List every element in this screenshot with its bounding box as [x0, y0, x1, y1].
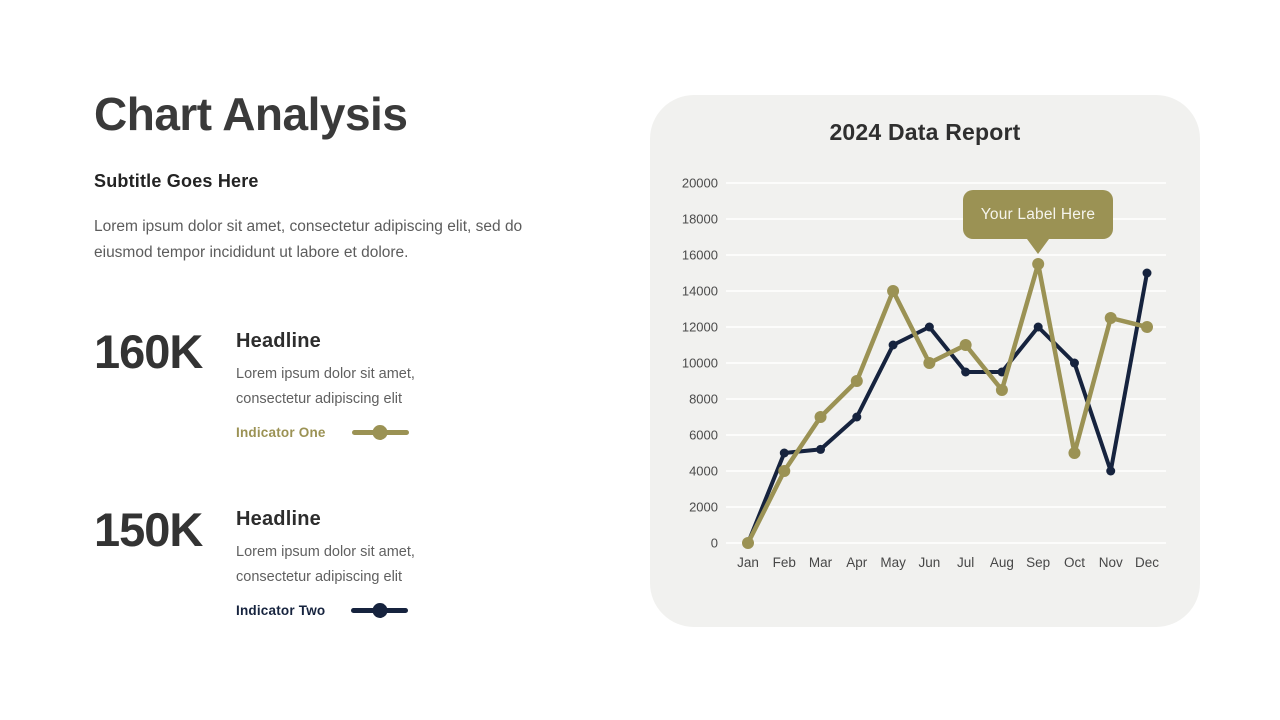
y-tick-label: 14000	[682, 284, 718, 299]
stat-block-one: 160K Headline Lorem ipsum dolor sit amet…	[94, 320, 441, 440]
x-tick-label: Mar	[809, 555, 833, 570]
chart-label-tooltip: Your Label Here	[963, 190, 1113, 254]
data-point	[850, 375, 863, 387]
y-tick-label: 20000	[682, 176, 718, 191]
data-point	[1141, 321, 1153, 333]
y-tick-label: 12000	[682, 320, 718, 335]
data-point	[888, 340, 898, 350]
data-point	[961, 367, 971, 377]
stat-value: 160K	[94, 325, 203, 378]
y-tick-label: 10000	[682, 356, 718, 371]
y-tick-label: 8000	[689, 392, 718, 407]
data-point	[1032, 258, 1045, 270]
x-tick-label: Jun	[918, 555, 940, 570]
data-point	[1033, 322, 1043, 332]
indicator-one-label: Indicator One	[236, 424, 326, 440]
indicator-one-slider-knob[interactable]	[372, 424, 388, 440]
data-point	[816, 444, 826, 454]
y-tick-label: 18000	[682, 212, 718, 227]
data-point	[742, 537, 754, 549]
data-point	[852, 412, 862, 422]
y-tick-label: 16000	[682, 248, 718, 263]
y-tick-label: 0	[711, 536, 718, 551]
x-tick-label: Oct	[1064, 555, 1085, 570]
data-point	[1068, 447, 1081, 459]
stat-text: Lorem ipsum dolor sit amet, consectetur …	[236, 366, 415, 407]
data-point	[959, 339, 972, 351]
stat-body: Headline Lorem ipsum dolor sit amet, con…	[236, 498, 441, 618]
indicator-two-slider-knob[interactable]	[372, 602, 388, 618]
subtitle: Subtitle Goes Here	[94, 171, 259, 191]
stat-body: Headline Lorem ipsum dolor sit amet, con…	[236, 320, 441, 440]
x-tick-label: Sep	[1026, 555, 1050, 570]
data-point	[1104, 312, 1117, 324]
x-tick-label: Nov	[1099, 555, 1123, 570]
x-tick-label: Aug	[990, 555, 1014, 570]
data-point	[814, 411, 827, 423]
indicator-two-row: Indicator Two	[236, 602, 441, 618]
stat-value: 150K	[94, 503, 203, 556]
x-tick-label: Apr	[846, 555, 868, 570]
data-point	[1142, 268, 1152, 278]
chart-label-tooltip-text: Your Label Here	[980, 205, 1096, 223]
x-tick-label: Jul	[957, 555, 974, 570]
page-title: Chart Analysis	[94, 88, 408, 140]
series-line-2	[746, 271, 1149, 545]
stat-text: Lorem ipsum dolor sit amet, consectetur …	[236, 544, 415, 585]
y-tick-label: 6000	[689, 428, 718, 443]
chart-title: 2024 Data Report	[829, 119, 1021, 145]
stat-headline: Headline	[236, 508, 321, 530]
y-tick-label: 4000	[689, 464, 718, 479]
data-point	[995, 384, 1008, 396]
indicator-one-row: Indicator One	[236, 424, 441, 440]
data-point	[1106, 466, 1116, 476]
description-text: Lorem ipsum dolor sit amet, consectetur …	[94, 218, 523, 262]
stat-headline: Headline	[236, 330, 321, 352]
chart-card: 0 2000 4000 6000 8000 10000 12000 14000 16000 180…	[650, 95, 1200, 627]
data-point	[778, 465, 791, 477]
x-tick-label: Feb	[773, 555, 796, 570]
data-point	[779, 448, 789, 458]
y-tick-label: 2000	[689, 500, 718, 515]
indicator-one-slider[interactable]	[351, 424, 409, 440]
indicator-two-slider[interactable]	[351, 602, 409, 618]
indicator-two-label: Indicator Two	[236, 602, 326, 618]
data-point	[924, 322, 934, 332]
stat-block-two: 150K Headline Lorem ipsum dolor sit amet…	[94, 498, 441, 618]
x-tick-label: Jan	[737, 555, 759, 570]
line-chart: 0 2000 4000 6000 8000 10000 12000 14000 16000 180…	[682, 176, 1166, 570]
data-point	[923, 357, 936, 369]
data-point	[1069, 358, 1079, 368]
x-tick-label: Dec	[1135, 555, 1159, 570]
series-line-1	[745, 261, 1150, 546]
x-tick-label: May	[880, 555, 906, 570]
data-point	[887, 285, 900, 297]
